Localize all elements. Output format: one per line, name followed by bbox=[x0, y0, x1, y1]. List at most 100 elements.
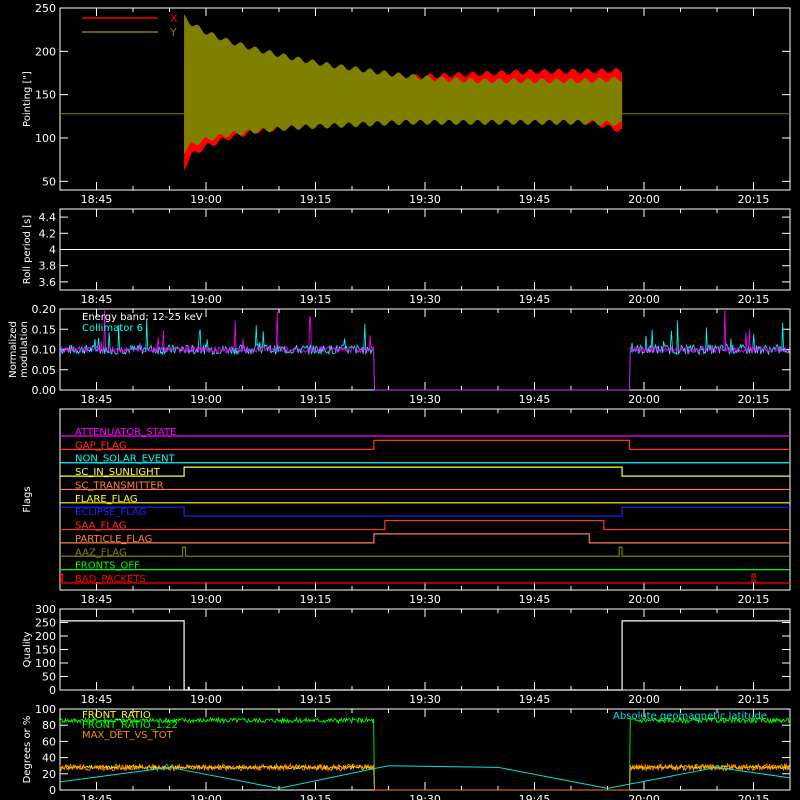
x-tick-label: 20:15 bbox=[738, 793, 770, 800]
x-tick-label: 20:15 bbox=[738, 393, 770, 406]
flag-label: FRONTS_OFF bbox=[75, 561, 140, 572]
y-axis-label: Normalized bbox=[8, 321, 19, 378]
modulation-series-1 bbox=[59, 308, 790, 391]
x-tick-label: 19:00 bbox=[190, 593, 222, 606]
y-tick-label: 4.4 bbox=[39, 211, 57, 224]
flag-label: FLARE_FLAG bbox=[75, 494, 138, 505]
y-axis-label: Roll period [s] bbox=[22, 215, 33, 284]
x-tick-label: 18:45 bbox=[81, 693, 113, 706]
x-tick-label: 20:00 bbox=[628, 193, 660, 206]
flag-line-sc-in-sunlight bbox=[60, 466, 790, 477]
y-tick-label: 100 bbox=[35, 703, 56, 716]
legend-label-x: X bbox=[170, 12, 178, 25]
y-tick-label: 0.00 bbox=[32, 384, 57, 397]
y-axis-label: Pointing ["] bbox=[22, 71, 33, 127]
y-tick-label: 0.10 bbox=[32, 344, 57, 357]
series-y-band bbox=[184, 14, 623, 154]
flag-line-eclipse-flag bbox=[60, 506, 790, 517]
x-tick-label: 19:30 bbox=[409, 293, 441, 306]
y-tick-label: 80 bbox=[42, 719, 56, 732]
y-tick-label: 60 bbox=[42, 735, 56, 748]
panel-quality: 18:45 19:00 19:15 19:30 19:45 20:00 20:15 05010… bbox=[22, 603, 791, 706]
flag-line-saa-flag bbox=[60, 519, 790, 531]
flag-line-aaz-flag bbox=[60, 546, 790, 557]
y-tick-label: 150 bbox=[35, 644, 56, 657]
flag-line-particle-flag bbox=[60, 533, 790, 544]
x-tick-label: 20:00 bbox=[628, 693, 660, 706]
panel-flags: 18:45 19:00 19:15 19:30 19:45 20:00 20:15 Flags… bbox=[22, 408, 791, 606]
panels: 18:45 19:00 19:15 19:30 19:45 20:00 20:1550100… bbox=[8, 2, 791, 800]
y-tick-label: 0.05 bbox=[32, 364, 57, 377]
y-tick-label: 20 bbox=[42, 768, 56, 781]
y-axis-label: Quality bbox=[22, 632, 33, 668]
x-tick-label: 19:00 bbox=[190, 393, 222, 406]
flag-label: NON_SOLAR_EVENT bbox=[75, 454, 176, 465]
y-tick-label: 250 bbox=[35, 2, 56, 15]
x-tick-label: 19:45 bbox=[519, 593, 551, 606]
x-tick-label: 20:00 bbox=[628, 793, 660, 800]
y-tick-label: 200 bbox=[35, 630, 56, 643]
y-tick-label: 0 bbox=[49, 784, 56, 797]
x-tick-label: 19:30 bbox=[409, 793, 441, 800]
y-axis-label: Degrees or % bbox=[22, 716, 33, 784]
quality-line bbox=[60, 620, 790, 691]
x-tick-label: 20:15 bbox=[738, 593, 770, 606]
y-tick-label: 100 bbox=[35, 657, 56, 670]
ratio-legend-2: MAX_DET_VS_TOT bbox=[82, 730, 174, 741]
x-tick-label: 20:15 bbox=[738, 193, 770, 206]
y-tick-label: 300 bbox=[35, 603, 56, 616]
ratio-legend-0: FRONT_RATIO bbox=[82, 710, 151, 721]
x-tick-label: 19:45 bbox=[519, 193, 551, 206]
x-tick-label: 18:45 bbox=[81, 593, 113, 606]
y-axis-label: Flags bbox=[22, 486, 33, 512]
x-tick-label: 19:15 bbox=[300, 193, 332, 206]
x-tick-label: 20:00 bbox=[628, 393, 660, 406]
x-tick-label: 19:00 bbox=[190, 793, 222, 800]
y-tick-label: 250 bbox=[35, 617, 56, 630]
x-tick-label: 20:15 bbox=[738, 693, 770, 706]
flag-label: ATTENUATOR_STATE bbox=[75, 427, 176, 438]
y-tick-label: 4.2 bbox=[39, 227, 57, 240]
flag-label: SAA_FLAG bbox=[75, 521, 126, 532]
y-tick-label: 0.20 bbox=[32, 303, 57, 316]
x-tick-label: 19:30 bbox=[409, 393, 441, 406]
y-tick-label: 40 bbox=[42, 752, 56, 765]
quality-blip bbox=[187, 686, 190, 690]
x-tick-label: 19:15 bbox=[300, 293, 332, 306]
x-tick-label: 19:15 bbox=[300, 693, 332, 706]
panel-ratios: 18:45 19:00 19:15 19:30 19:45 20:00 20:15 0 20 40… bbox=[22, 703, 791, 800]
x-tick-label: 19:15 bbox=[300, 393, 332, 406]
x-tick-label: 19:30 bbox=[409, 593, 441, 606]
y-tick-label: 150 bbox=[35, 89, 56, 102]
flag-label: GAP_FLAG bbox=[75, 440, 127, 451]
x-tick-label: 19:45 bbox=[519, 393, 551, 406]
x-tick-label: 18:45 bbox=[81, 393, 113, 406]
annotation-1: Collimator 6 bbox=[82, 323, 143, 334]
x-tick-label: 19:15 bbox=[300, 593, 332, 606]
flag-label: SC_IN_SUNLIGHT bbox=[75, 467, 161, 478]
x-tick-label: 19:00 bbox=[190, 193, 222, 206]
flag-line-gap-flag bbox=[60, 439, 790, 450]
y-tick-label: 0 bbox=[49, 684, 56, 697]
panel-modulation: 18:45 19:00 19:15 19:30 19:45 20:00 20:15 0.00 0… bbox=[8, 303, 791, 406]
y-tick-label: 4 bbox=[49, 244, 56, 257]
x-tick-label: 18:45 bbox=[81, 293, 113, 306]
flag-label: BAD_PACKETS bbox=[75, 574, 146, 585]
y-tick-label: 200 bbox=[35, 45, 56, 58]
x-tick-label: 20:00 bbox=[628, 293, 660, 306]
x-tick-label: 19:30 bbox=[409, 693, 441, 706]
legend-label-y: Y bbox=[169, 26, 177, 39]
x-tick-label: 19:45 bbox=[519, 293, 551, 306]
x-tick-label: 19:00 bbox=[190, 293, 222, 306]
x-tick-label: 18:45 bbox=[81, 193, 113, 206]
y-tick-label: 3.8 bbox=[39, 260, 57, 273]
flag-line-bad-packets bbox=[60, 573, 790, 584]
flag-label: PARTICLE_FLAG bbox=[75, 534, 152, 545]
panel-pointing: 18:45 19:00 19:15 19:30 19:45 20:00 20:15 50 100… bbox=[22, 2, 791, 206]
flag-label: ECLIPSE_FLAG bbox=[75, 507, 146, 518]
flag-label: AAZ_FLAG bbox=[75, 547, 127, 558]
x-tick-label: 18:45 bbox=[81, 793, 113, 800]
x-tick-label: 20:15 bbox=[738, 293, 770, 306]
